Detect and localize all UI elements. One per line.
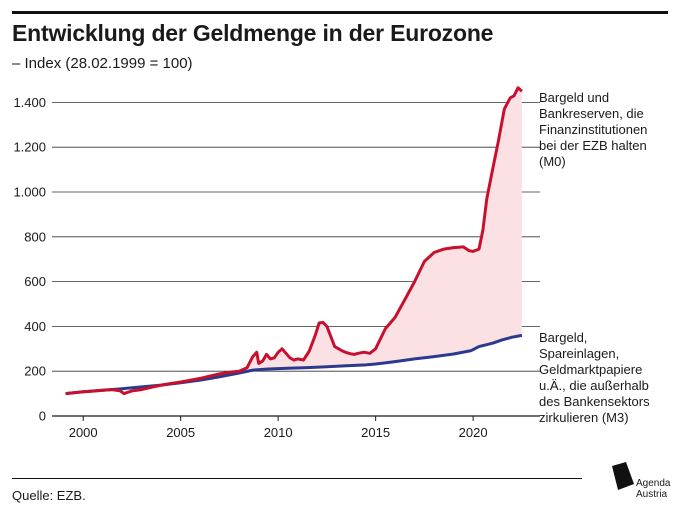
x-tick-label: 2020: [459, 425, 488, 440]
series-line-m0: [65, 86, 523, 396]
y-tick-label: 600: [24, 274, 46, 289]
x-axis: 2000 2005 2010 2015 2020: [69, 416, 488, 440]
series-label-m3-line: zirkulieren (M3): [539, 410, 629, 425]
logo-line-2: Austria: [636, 489, 668, 500]
x-tick-label: 2010: [264, 425, 293, 440]
series-label-m0-line: Bargeld und: [539, 90, 609, 105]
bottom-rule: [12, 478, 582, 479]
series-label-m3-line: u.Ä., die außerhalb: [539, 378, 649, 393]
source-note: Quelle: EZB.: [12, 488, 86, 503]
logo-line-1: Agenda: [636, 478, 671, 489]
y-tick-label: 800: [24, 229, 46, 244]
series-label-m3-line: Geldmarktpapiere: [539, 362, 642, 377]
y-tick-label: 1.000: [13, 185, 46, 200]
agenda-austria-logo-icon: [612, 462, 634, 490]
x-tick-label: 2005: [166, 425, 195, 440]
logo-text: Agenda Austria: [636, 478, 670, 500]
series-label-m0-line: Bankreserven, die: [539, 106, 644, 121]
top-rule: [12, 11, 668, 14]
series-label-m0: Bargeld und Bankreserven, die Finanzinstit…: [539, 90, 647, 169]
y-axis: 0 200 400 600 800 1.000 1.200 1.400: [13, 95, 46, 424]
difference-area: [65, 87, 522, 394]
series-label-m3: Bargeld, Spareinlagen, Geldmarktpapiere u.Ä…: [539, 330, 650, 425]
x-tick-label: 2000: [69, 425, 98, 440]
y-tick-label: 1.200: [13, 140, 46, 155]
y-tick-label: 1.400: [13, 95, 46, 110]
chart-title: Entwicklung der Geldmenge in der Eurozon…: [12, 20, 494, 46]
y-tick-label: 200: [24, 364, 46, 379]
series-label-m3-line: Spareinlagen,: [539, 346, 619, 361]
series-annotations: Bargeld und Bankreserven, die Finanzinstit…: [539, 90, 650, 425]
y-tick-label: 0: [39, 409, 46, 424]
series-label-m0-line: bei der EZB halten: [539, 138, 647, 153]
y-tick-label: 400: [24, 319, 46, 334]
chart-subtitle: – Index (28.02.1999 = 100): [12, 55, 193, 72]
x-tick-label: 2015: [361, 425, 390, 440]
gridlines: [52, 102, 540, 417]
series-label-m0-line: Finanzinstitutionen: [539, 122, 647, 137]
series-label-m3-line: Bargeld,: [539, 330, 587, 345]
series-label-m3-line: des Bankensektors: [539, 394, 650, 409]
series-label-m0-line: (M0): [539, 154, 566, 169]
